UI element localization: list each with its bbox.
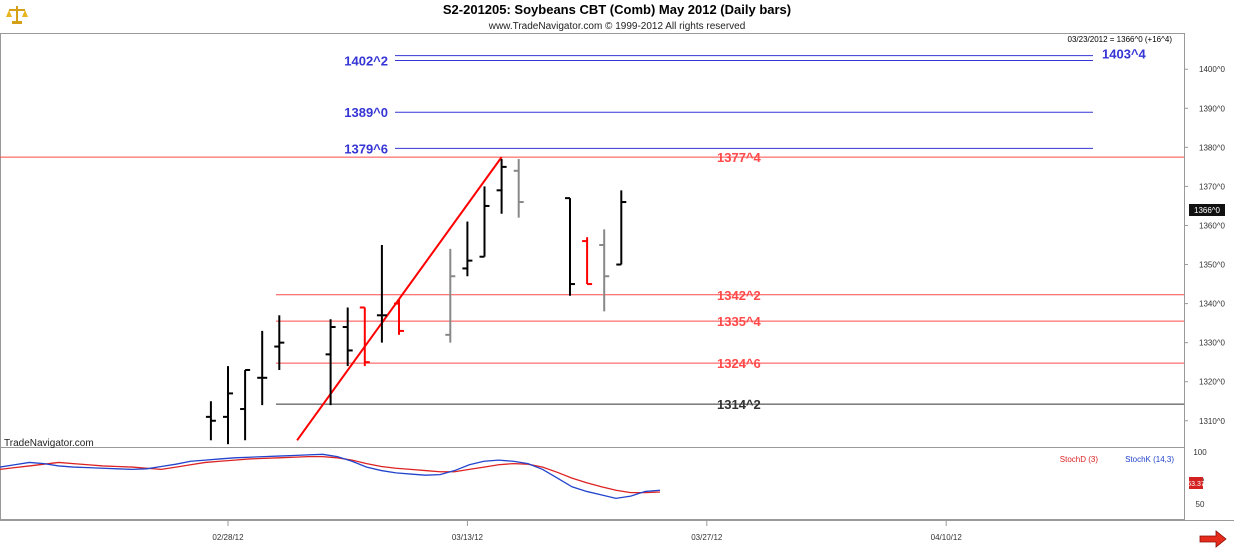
chart-title: S2-201205: Soybeans CBT (Comb) May 2012 … — [443, 2, 791, 17]
ohlc-bar — [479, 186, 490, 258]
ohlc-bar — [462, 221, 473, 277]
ohlc-bar — [342, 307, 353, 367]
trendline-layer — [296, 156, 503, 441]
level-label: 1402^2 — [344, 53, 388, 68]
ohlc-bar — [376, 245, 387, 343]
chart-subtitle: www.TradeNavigator.com © 1999-2012 All r… — [488, 21, 746, 32]
x-tick-label: 02/28/12 — [212, 533, 244, 542]
trendline — [296, 156, 503, 441]
y-tick-label: 1350^0 — [1199, 261, 1226, 270]
legend-stoch-k: StochK (14,3) — [1125, 455, 1174, 464]
level-label: 1377^4 — [717, 150, 762, 165]
ohlc-bar — [445, 248, 456, 343]
y-tick-label: 1400^0 — [1199, 65, 1226, 74]
x-tick-label: 03/27/12 — [691, 533, 723, 542]
level-label: 1314^2 — [717, 397, 761, 412]
level-label: 1403^4 — [1102, 47, 1147, 62]
y-tick-label: 1370^0 — [1199, 182, 1226, 191]
y-tick-label: 1320^0 — [1199, 378, 1226, 387]
ohlc-bar — [599, 229, 610, 312]
legend-stoch-d: StochD (3) — [1060, 455, 1099, 464]
ohlc-bar — [274, 315, 285, 370]
x-tick-label: 04/10/12 — [931, 533, 963, 542]
ohlc-bar — [205, 401, 216, 441]
ohlc-bar — [565, 197, 575, 296]
indicator-value-badge — [1189, 477, 1203, 489]
ohlc-bar — [394, 299, 404, 335]
x-tick-label: 03/13/12 — [452, 533, 484, 542]
level-label: 1389^0 — [344, 105, 388, 120]
y-tick-label: 1310^0 — [1199, 417, 1226, 426]
ohlc-bar — [325, 319, 336, 406]
indicator-tick-label: 50 — [1196, 500, 1205, 509]
stoch-d-line — [0, 455, 661, 494]
y-tick-label: 1330^0 — [1199, 339, 1226, 348]
quote-line: 03/23/2012 = 1366^0 (+16^4) — [1068, 35, 1173, 44]
stoch-k-line — [0, 453, 661, 500]
ohlc-bars — [205, 159, 627, 445]
last-price-label: 1366^0 — [1194, 206, 1221, 215]
indicator-tick-label: 100 — [1193, 448, 1207, 457]
y-tick-label: 1380^0 — [1199, 143, 1226, 152]
ohlc-bar — [582, 237, 593, 286]
price-axis: 1400^0 1390^0 1380^0 1370^0 1360^0 1350^0 1340… — [1184, 65, 1226, 426]
watermark: TradeNavigator.com — [4, 438, 94, 449]
price-panel-frame — [0, 33, 1185, 448]
indicator-value-label: 63.37 — [1187, 481, 1205, 488]
support-resistance-levels: 1403^4 1402^2 1389^0 1379^6 1377^4 1342^2 1335… — [0, 47, 1184, 412]
ohlc-bar — [496, 159, 507, 214]
ohlc-bar — [513, 159, 524, 218]
y-tick-label: 1360^0 — [1199, 221, 1226, 230]
level-label: 1342^2 — [717, 288, 761, 303]
ohlc-bar — [616, 190, 627, 266]
level-label: 1335^4 — [717, 314, 762, 329]
stochastic-indicator: 1005050StochD (3)StochK (14,3)63.37 — [0, 448, 1207, 509]
indicator-panel-frame — [0, 447, 1185, 520]
ohlc-bar — [257, 330, 268, 406]
ohlc-bar — [240, 368, 251, 441]
ohlc-bar — [223, 366, 233, 445]
ohlc-bar — [359, 306, 370, 367]
level-label: 1324^6 — [717, 356, 761, 371]
logo-scales-icon — [6, 3, 28, 25]
level-label: 1379^6 — [344, 141, 388, 156]
y-tick-label: 1390^0 — [1199, 104, 1226, 113]
last-price-badge: 1366^0 — [1189, 204, 1225, 216]
date-axis: 02/28/12 03/13/12 03/27/12 04/10/12 — [212, 520, 962, 542]
y-tick-label: 1340^0 — [1199, 300, 1226, 309]
arrow-right-icon[interactable] — [1199, 530, 1227, 548]
